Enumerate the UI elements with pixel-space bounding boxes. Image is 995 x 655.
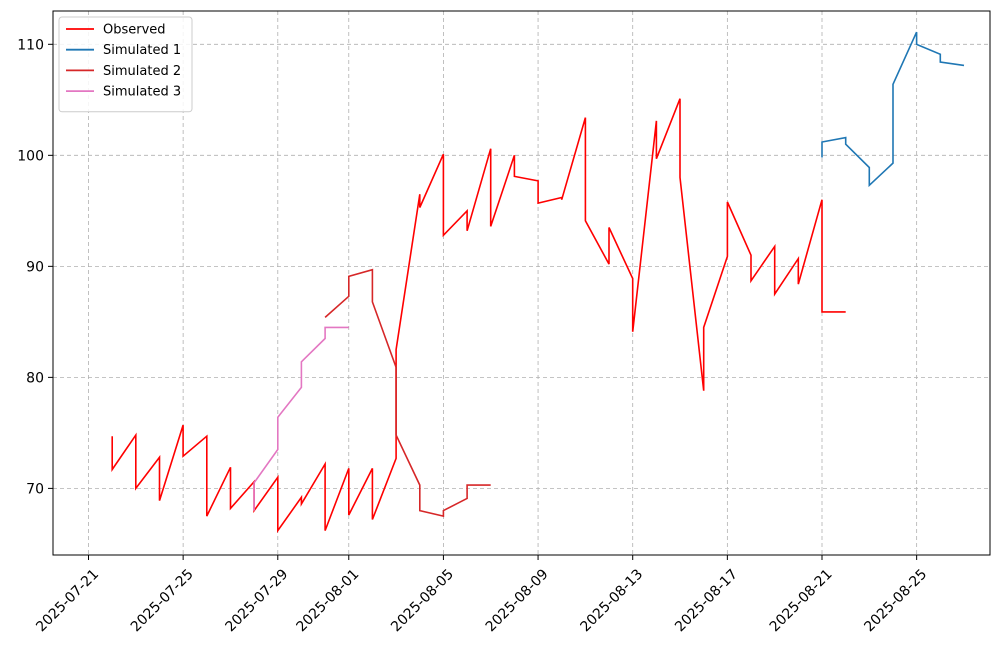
series-lines — [111, 31, 965, 534]
y-tick-label: 90 — [26, 259, 44, 275]
series-line-4 — [253, 326, 349, 511]
plot-area-frame — [52, 10, 991, 556]
y-axis-ticks: 70 80 90 100 110 — [17, 37, 53, 497]
series-line-2 — [821, 31, 965, 188]
legend-label: Simulated 3 — [103, 85, 181, 100]
y-tick-label: 80 — [26, 370, 44, 386]
legend-box — [58, 16, 193, 113]
series-line-3 — [324, 268, 491, 518]
y-tick-label: 100 — [17, 148, 44, 164]
series-line-1 — [111, 98, 846, 534]
y-tick-label: 70 — [26, 481, 44, 497]
grid-lines — [53, 11, 990, 555]
legend-label: Observed — [103, 23, 166, 38]
legend-label: Simulated 1 — [103, 43, 181, 58]
legend: Observed Simulated 1 Simulated 2 Simulated … — [58, 16, 193, 113]
legend-label: Simulated 2 — [103, 64, 181, 79]
y-tick-label: 110 — [17, 37, 44, 53]
